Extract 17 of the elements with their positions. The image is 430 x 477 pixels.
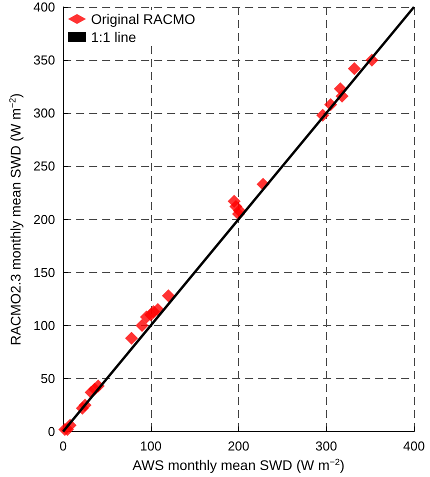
y-tick-label: 50 xyxy=(40,371,56,386)
y-tick-label: 400 xyxy=(33,0,56,14)
x-tick-label: 0 xyxy=(59,438,67,454)
y-tick-label: 150 xyxy=(33,264,56,280)
y-tick-label: 0 xyxy=(48,424,56,440)
legend-label: Original RACMO xyxy=(91,11,196,27)
y-tick-label: 200 xyxy=(33,212,56,227)
x-tick-label: 200 xyxy=(228,438,250,454)
y-tick-label: 250 xyxy=(33,158,56,174)
legend-label: 1:1 line xyxy=(91,29,136,45)
y-tick-label: 300 xyxy=(33,106,56,121)
y-tick-label: 350 xyxy=(33,52,56,68)
x-tick-label: 100 xyxy=(140,438,162,454)
x-tick-label: 300 xyxy=(315,438,338,454)
y-tick-label: 100 xyxy=(33,318,56,333)
y-axis-title: RACMO2.3 monthly mean SWD (W m−2) xyxy=(8,93,24,346)
x-tick-label: 400 xyxy=(403,438,425,454)
